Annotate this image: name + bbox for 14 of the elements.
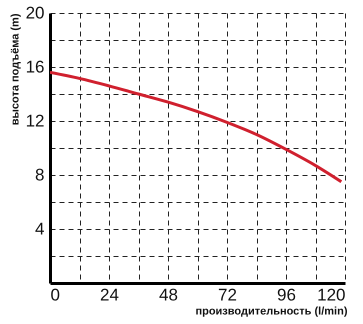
x-tick-label: 72 — [218, 286, 237, 304]
x-tick-label: 0 — [50, 286, 60, 304]
y-tick-label: 20 — [26, 4, 44, 22]
y-axis-title: высота подъёма (m) — [10, 13, 22, 126]
x-axis-title: производительность (l/min) — [195, 306, 348, 318]
x-tick-label: 48 — [159, 286, 178, 304]
line-series — [50, 70, 343, 184]
y-tick-label: 12 — [26, 112, 44, 130]
y-tick-label: 4 — [35, 220, 44, 238]
y-tick-label: 16 — [26, 58, 44, 76]
y-tick-label: 8 — [35, 166, 44, 184]
x-tick-label: 96 — [277, 286, 296, 304]
x-tick-label: 24 — [100, 286, 119, 304]
x-tick-label: 120 — [317, 286, 346, 304]
